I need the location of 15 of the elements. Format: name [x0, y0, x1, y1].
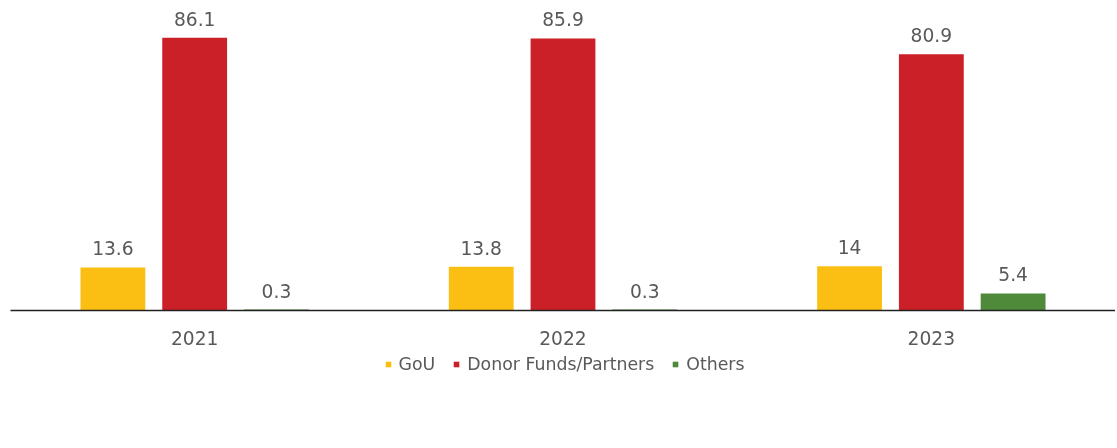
data-label: 0.3 [261, 280, 292, 302]
legend-label: GoU [398, 354, 436, 374]
data-label: 5.4 [998, 264, 1028, 286]
x-tick-label: 2023 [907, 327, 956, 349]
legend-label: Others [686, 354, 745, 374]
x-tick-label: 2022 [539, 327, 587, 349]
legend-label: Donor Funds/Partners [467, 354, 655, 374]
data-label: 0.3 [629, 280, 660, 302]
x-tick-label: 2021 [170, 327, 219, 349]
data-label: 80.9 [910, 25, 953, 47]
data-label: 13.6 [92, 238, 134, 260]
data-label: 14 [837, 237, 862, 259]
data-label: 85.9 [542, 9, 584, 31]
data-label: 86.1 [173, 8, 216, 30]
data-label: 13.8 [460, 237, 503, 259]
